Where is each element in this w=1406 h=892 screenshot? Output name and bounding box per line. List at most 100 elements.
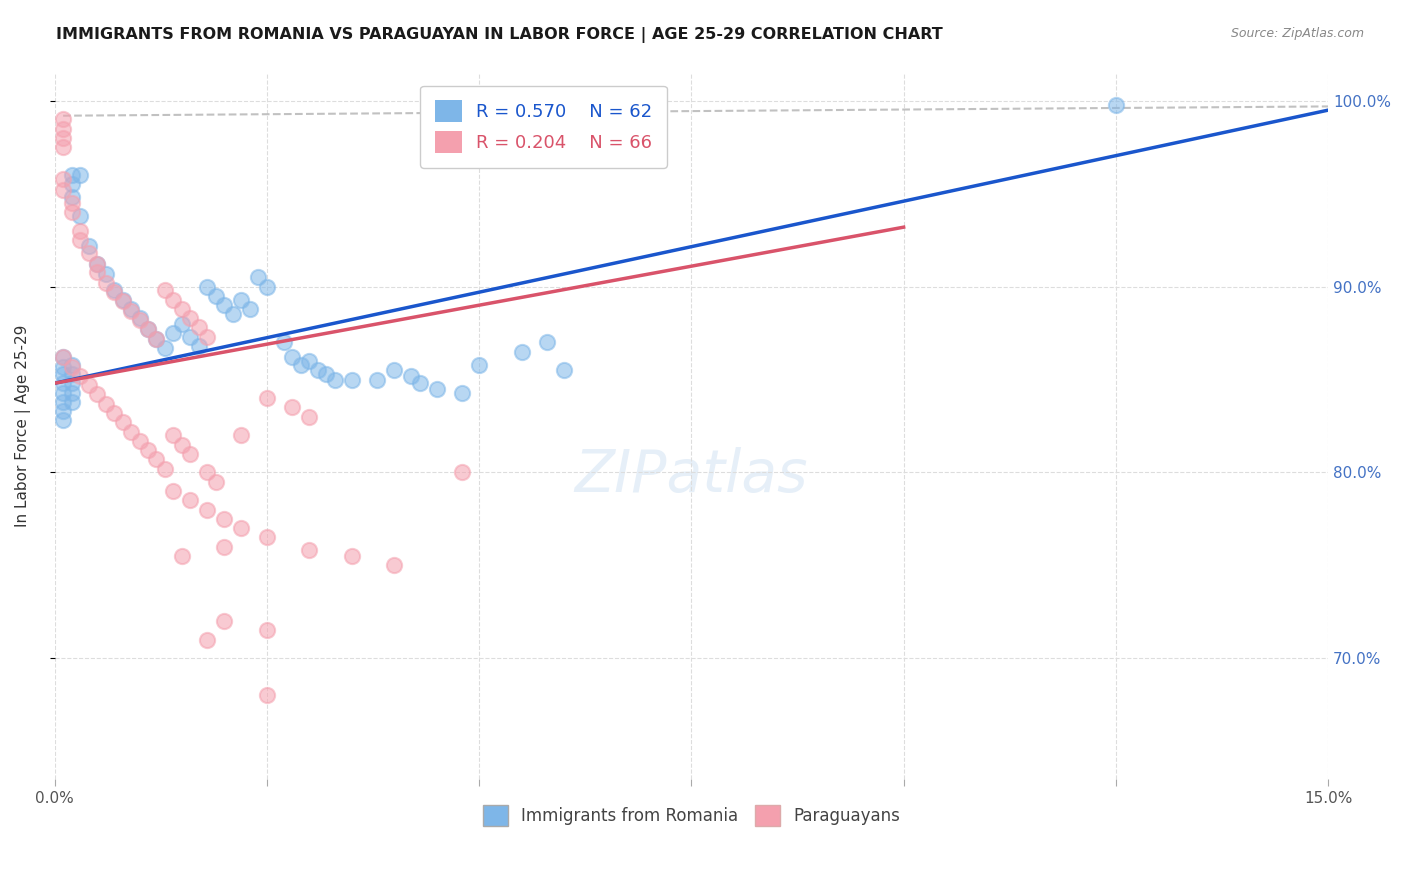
Point bbox=[52, 367, 75, 381]
Point bbox=[451, 466, 474, 480]
Point bbox=[256, 624, 278, 638]
Point bbox=[340, 372, 363, 386]
Point bbox=[52, 112, 75, 127]
Point bbox=[281, 401, 304, 415]
Point bbox=[170, 301, 193, 316]
Point bbox=[298, 409, 321, 424]
Point bbox=[69, 224, 91, 238]
Point bbox=[510, 344, 533, 359]
Point bbox=[162, 483, 184, 498]
Point bbox=[136, 443, 159, 458]
Point bbox=[52, 121, 75, 136]
Point bbox=[86, 265, 108, 279]
Point bbox=[52, 350, 75, 364]
Point bbox=[214, 512, 236, 526]
Point bbox=[103, 285, 125, 300]
Y-axis label: In Labor Force | Age 25-29: In Labor Force | Age 25-29 bbox=[15, 325, 31, 527]
Point bbox=[197, 632, 219, 647]
Point bbox=[315, 367, 337, 381]
Point bbox=[145, 332, 167, 346]
Point bbox=[205, 475, 228, 489]
Legend: Immigrants from Romania, Paraguayans: Immigrants from Romania, Paraguayans bbox=[474, 797, 908, 834]
Point bbox=[153, 461, 176, 475]
Point bbox=[69, 168, 91, 182]
Point bbox=[340, 549, 363, 563]
Point bbox=[136, 322, 159, 336]
Point bbox=[60, 196, 83, 211]
Point bbox=[60, 190, 83, 204]
Point bbox=[205, 289, 228, 303]
Point bbox=[179, 447, 201, 461]
Point bbox=[86, 257, 108, 271]
Point bbox=[256, 279, 278, 293]
Point bbox=[214, 298, 236, 312]
Text: Source: ZipAtlas.com: Source: ZipAtlas.com bbox=[1230, 27, 1364, 40]
Point bbox=[179, 493, 201, 508]
Point bbox=[86, 257, 108, 271]
Point bbox=[69, 368, 91, 383]
Point bbox=[136, 322, 159, 336]
Point bbox=[408, 376, 430, 391]
Point bbox=[77, 239, 100, 253]
Point bbox=[153, 283, 176, 297]
Point bbox=[69, 209, 91, 223]
Point bbox=[451, 385, 474, 400]
Point bbox=[247, 270, 270, 285]
Point bbox=[231, 293, 253, 307]
Point bbox=[239, 301, 262, 316]
Point bbox=[1105, 97, 1128, 112]
Point bbox=[52, 404, 75, 418]
Point bbox=[52, 359, 75, 374]
Point bbox=[128, 311, 150, 326]
Point bbox=[170, 437, 193, 451]
Point bbox=[60, 385, 83, 400]
Point bbox=[128, 434, 150, 448]
Point bbox=[290, 358, 312, 372]
Point bbox=[256, 530, 278, 544]
Point bbox=[231, 428, 253, 442]
Point bbox=[187, 339, 209, 353]
Point bbox=[111, 293, 134, 307]
Point bbox=[382, 558, 405, 573]
Point bbox=[214, 614, 236, 628]
Point bbox=[197, 330, 219, 344]
Point bbox=[298, 354, 321, 368]
Point bbox=[179, 330, 201, 344]
Point bbox=[153, 341, 176, 355]
Point bbox=[52, 376, 75, 391]
Point bbox=[162, 428, 184, 442]
Point bbox=[323, 372, 346, 386]
Point bbox=[86, 387, 108, 401]
Point bbox=[60, 376, 83, 391]
Point bbox=[69, 233, 91, 247]
Point bbox=[60, 205, 83, 219]
Point bbox=[231, 521, 253, 535]
Point bbox=[60, 358, 83, 372]
Point bbox=[60, 168, 83, 182]
Point bbox=[170, 549, 193, 563]
Point bbox=[60, 394, 83, 409]
Point bbox=[52, 350, 75, 364]
Point bbox=[52, 172, 75, 186]
Point bbox=[52, 413, 75, 427]
Point bbox=[468, 358, 491, 372]
Point bbox=[553, 363, 575, 377]
Point bbox=[197, 279, 219, 293]
Point bbox=[256, 689, 278, 703]
Point bbox=[128, 313, 150, 327]
Point bbox=[94, 267, 117, 281]
Point bbox=[94, 276, 117, 290]
Point bbox=[120, 425, 142, 439]
Point bbox=[145, 332, 167, 346]
Point bbox=[366, 372, 388, 386]
Point bbox=[162, 326, 184, 340]
Point bbox=[307, 363, 329, 377]
Point bbox=[120, 301, 142, 316]
Point bbox=[60, 178, 83, 192]
Point bbox=[281, 350, 304, 364]
Point bbox=[77, 378, 100, 392]
Point bbox=[298, 543, 321, 558]
Point bbox=[170, 317, 193, 331]
Point bbox=[426, 382, 449, 396]
Point bbox=[52, 183, 75, 197]
